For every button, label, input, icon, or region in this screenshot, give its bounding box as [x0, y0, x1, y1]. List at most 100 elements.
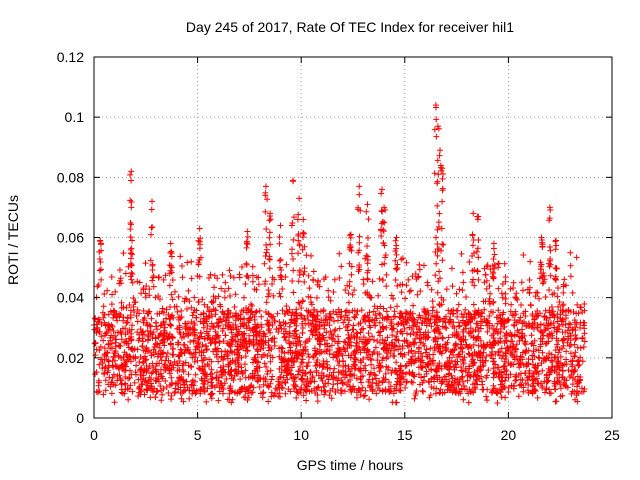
data-point: [434, 322, 441, 329]
data-point: [382, 206, 389, 213]
data-point: [543, 354, 550, 361]
data-point: [282, 390, 289, 397]
data-point: [145, 384, 152, 391]
data-point: [332, 326, 339, 333]
data-point: [439, 175, 446, 182]
data-point: [378, 207, 385, 214]
data-point: [445, 371, 452, 378]
data-point: [354, 308, 361, 315]
data-point: [401, 325, 408, 332]
data-point: [369, 333, 376, 340]
data-point: [267, 216, 274, 223]
data-point: [473, 351, 480, 358]
data-point: [129, 388, 136, 395]
data-point: [546, 287, 553, 294]
data-point: [351, 313, 358, 320]
data-point: [307, 299, 314, 306]
data-point: [224, 352, 231, 359]
data-point: [503, 371, 510, 378]
data-point: [490, 387, 497, 394]
data-point: [169, 296, 176, 303]
data-point: [223, 376, 230, 383]
data-point: [351, 365, 358, 372]
data-point: [204, 371, 211, 378]
data-point: [240, 394, 247, 401]
data-point: [286, 323, 293, 330]
data-point: [240, 294, 247, 301]
data-point: [486, 300, 493, 307]
data-point: [479, 378, 486, 385]
data-point: [512, 345, 519, 352]
data-point: [522, 380, 529, 387]
data-point: [183, 347, 190, 354]
data-point: [208, 395, 215, 402]
data-point: [110, 327, 117, 334]
data-point: [163, 384, 170, 391]
data-point: [242, 353, 249, 360]
data-point: [229, 313, 236, 320]
data-point: [470, 250, 477, 257]
data-point: [437, 386, 444, 393]
data-point: [93, 321, 100, 328]
data-point: [191, 387, 198, 394]
data-point: [389, 342, 396, 349]
data-point: [131, 299, 138, 306]
data-point: [475, 342, 482, 349]
data-point: [128, 198, 135, 205]
data-point: [263, 299, 270, 306]
data-point: [140, 347, 147, 354]
data-point: [300, 392, 307, 399]
data-point: [382, 376, 389, 383]
data-point: [228, 336, 235, 343]
data-point: [177, 384, 184, 391]
data-point: [321, 325, 328, 332]
data-point: [349, 326, 356, 333]
data-point: [454, 376, 461, 383]
data-point: [299, 369, 306, 376]
data-point: [505, 389, 512, 396]
data-point: [511, 317, 518, 324]
data-point: [406, 314, 413, 321]
data-point: [280, 374, 287, 381]
data-point: [439, 241, 446, 248]
data-point: [381, 242, 388, 249]
data-point: [248, 302, 255, 309]
data-point: [102, 350, 109, 357]
data-point: [307, 369, 314, 376]
data-point: [141, 366, 148, 373]
data-point: [220, 356, 227, 363]
data-point: [538, 237, 545, 244]
data-point: [110, 371, 117, 378]
data-point: [460, 396, 467, 403]
data-point: [135, 337, 142, 344]
x-tick-label: 0: [90, 427, 98, 443]
data-point: [279, 307, 286, 314]
data-point: [397, 350, 404, 357]
data-point: [490, 245, 497, 252]
data-point: [371, 365, 378, 372]
data-point: [212, 307, 219, 314]
y-tick-label: 0.1: [65, 109, 85, 125]
data-point: [188, 381, 195, 388]
data-point: [290, 236, 297, 243]
data-point: [417, 288, 424, 295]
data-point: [381, 260, 388, 267]
data-point: [403, 259, 410, 266]
data-point: [321, 348, 328, 355]
data-point: [346, 232, 353, 239]
data-point: [380, 305, 387, 312]
data-point: [301, 278, 308, 285]
data-point: [402, 310, 409, 317]
data-point: [308, 327, 315, 334]
data-point: [267, 313, 274, 320]
data-point: [362, 362, 369, 369]
data-point: [143, 356, 150, 363]
data-point: [354, 340, 361, 347]
data-point: [459, 328, 466, 335]
data-point: [314, 312, 321, 319]
data-point: [396, 343, 403, 350]
data-point: [369, 278, 376, 285]
data-point: [285, 309, 292, 316]
data-point: [376, 377, 383, 384]
data-point: [262, 183, 269, 190]
